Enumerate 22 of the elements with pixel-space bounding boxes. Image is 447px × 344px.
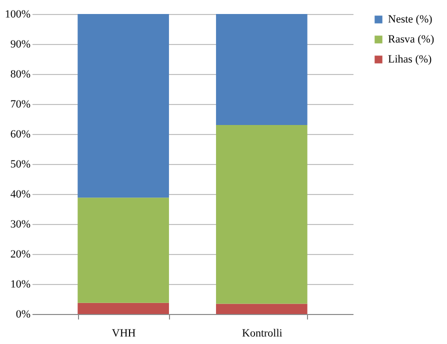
x-tick-label: Kontrolli	[242, 328, 282, 340]
y-tick-label: 30%	[10, 218, 30, 230]
y-tick-label: 80%	[10, 68, 30, 80]
legend-label: Rasva (%)	[388, 34, 434, 46]
y-tick-label: 70%	[10, 98, 30, 110]
bar	[216, 14, 308, 125]
y-tick-label: 50%	[10, 158, 30, 170]
legend-label: Lihas (%)	[388, 54, 432, 66]
y-tick-label: 100%	[4, 8, 30, 20]
bar	[78, 198, 169, 303]
y-tick-label: 20%	[10, 248, 30, 260]
bar	[78, 302, 169, 314]
bar	[216, 304, 308, 314]
y-tick-label: 90%	[10, 38, 30, 50]
legend-label: Neste (%)	[388, 14, 433, 26]
bar	[78, 14, 169, 198]
y-tick-label: 40%	[10, 188, 30, 200]
bar	[216, 125, 308, 304]
x-tick-label: VHH	[112, 328, 136, 340]
y-tick-label: 60%	[10, 128, 30, 140]
y-tick-label: 10%	[10, 278, 30, 290]
y-tick-label: 0%	[16, 308, 30, 320]
